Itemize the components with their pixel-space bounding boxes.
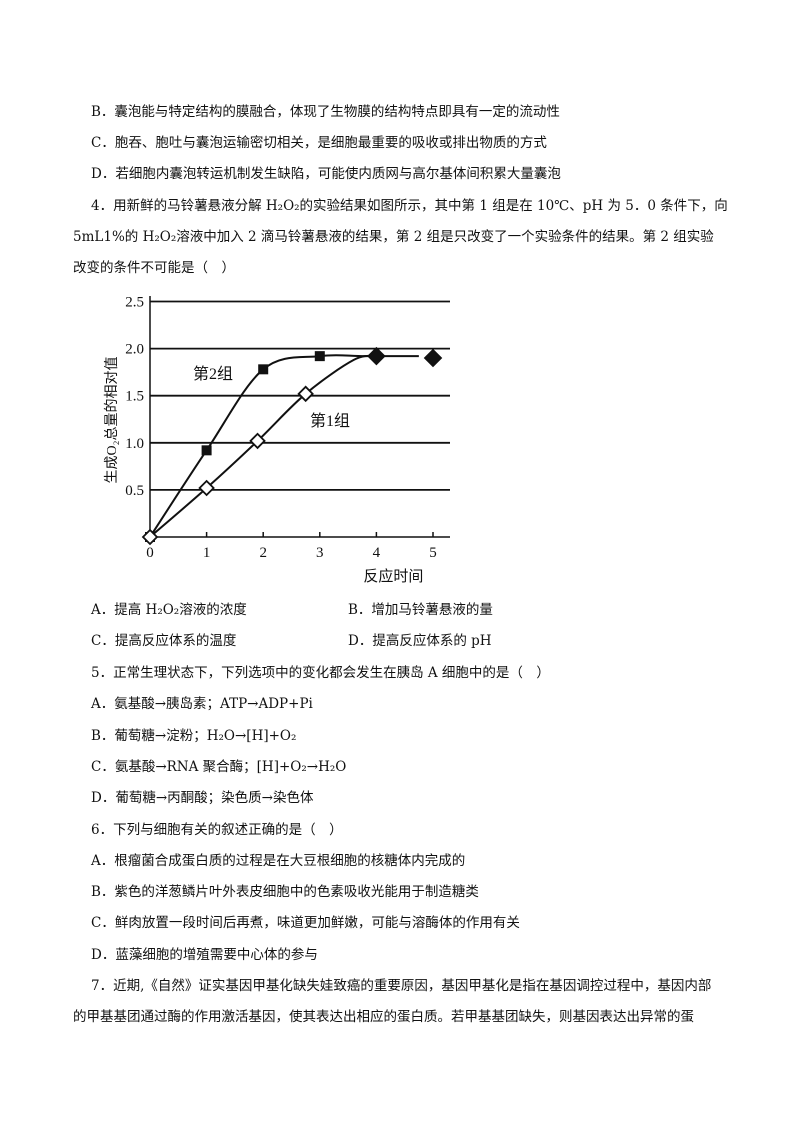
x-tick-label: 5	[429, 545, 437, 561]
y-tick-label: 2.5	[125, 295, 144, 311]
q3-option-d: D．若细胞内囊泡转运机制发生缺陷，可能使内质网与高尔基体间积累大量囊泡	[91, 166, 561, 182]
q3-option-b: B．囊泡能与特定结构的膜融合，体现了生物膜的结构特点即具有一定的流动性	[91, 104, 560, 120]
data-point-diamond	[141, 528, 159, 546]
q5-option-a: A．氨基酸→胰岛素；ATP→ADP+Pi	[91, 696, 313, 712]
q6-option-a: A．根瘤菌合成蛋白质的过程是在大豆根细胞的核糖体内完成的	[91, 853, 466, 869]
series-line-group2	[149, 354, 419, 538]
q5-option-c: C．氨基酸→RNA 聚合酶；[H]+O₂→H₂O	[91, 759, 347, 775]
series-line-group1	[149, 354, 377, 538]
series-label-group2: 第2组	[193, 365, 233, 383]
q5-stem: 5．正常生理状态下，下列选项中的变化都会发生在胰岛 A 细胞中的是（ ）	[91, 665, 550, 681]
y-tick-label: 0.5	[125, 483, 144, 499]
q6-stem: 6．下列与细胞有关的叙述正确的是（ ）	[91, 822, 343, 838]
data-point-diamond	[367, 346, 386, 366]
q5-option-b: B．葡萄糖→淀粉；H₂O→[H]+O₂	[91, 728, 297, 744]
q6-option-d: D．蓝藻细胞的增殖需要中心体的参与	[91, 947, 318, 963]
data-point-diamond	[249, 432, 266, 450]
q7-stem-line2: 的甲基基团通过酶的作用激活基因，使其表达出相应的蛋白质。若甲基基团缺失，则基因表…	[73, 1009, 694, 1025]
x-tick-label: 0	[146, 545, 154, 561]
data-point-square	[314, 351, 325, 362]
q4-option-b: B．增加马铃薯悬液的量	[348, 602, 493, 618]
x-tick-label: 2	[259, 545, 267, 561]
q7-stem-line1: 7．近期,《自然》证实基因甲基化缺失娃致癌的重要原因，基因甲基化是指在基因调控过…	[91, 978, 712, 994]
data-point-diamond	[198, 479, 215, 497]
y-tick-label: 1.0	[125, 436, 144, 452]
y-tick-label: 1.5	[125, 389, 144, 405]
x-tick-label: 3	[316, 545, 324, 561]
x-tick-label: 4	[373, 545, 381, 561]
data-point-square	[201, 445, 212, 456]
q5-option-d: D．葡萄糖→丙酮酸；染色质→染色体	[91, 790, 314, 806]
q4-stem-line2: 5mL1%的 H₂O₂溶液中加入 2 滴马铃薯悬液的结果，第 2 组是只改变了一…	[73, 229, 714, 245]
x-tick-label: 1	[203, 545, 211, 561]
data-point-square	[258, 364, 269, 375]
q4-stem-line1: 4．用新鲜的马铃薯悬液分解 H₂O₂的实验结果如图所示，其中第 1 组是在 10…	[91, 198, 728, 214]
q6-option-c: C．鲜肉放置一段时间后再煮，味道更加鲜嫩，可能与溶酶体的作用有关	[91, 915, 520, 931]
q4-option-d: D．提高反应体系的 pH	[348, 633, 492, 649]
q3-option-c: C．胞吞、胞吐与囊泡运输密切相关，是细胞最重要的吸收或排出物质的方式	[91, 135, 547, 151]
series-label-group1: 第1组	[310, 412, 350, 430]
data-point-diamond	[423, 348, 443, 368]
x-axis-label: 反应时间	[363, 567, 423, 585]
data-point-diamond	[297, 385, 314, 403]
q6-option-b: B．紫色的洋葱鳞片叶外表皮细胞中的色素吸收光能用于制造糖类	[91, 884, 479, 900]
q4-option-a: A．提高 H₂O₂溶液的浓度	[91, 602, 247, 618]
y-axis-label: 生成O₂总量的相对值	[104, 357, 120, 484]
q4-stem-line3: 改变的条件不可能是（ ）	[73, 260, 235, 276]
y-tick-label: 2.0	[125, 342, 144, 358]
q4-option-c: C．提高反应体系的温度	[91, 633, 237, 649]
